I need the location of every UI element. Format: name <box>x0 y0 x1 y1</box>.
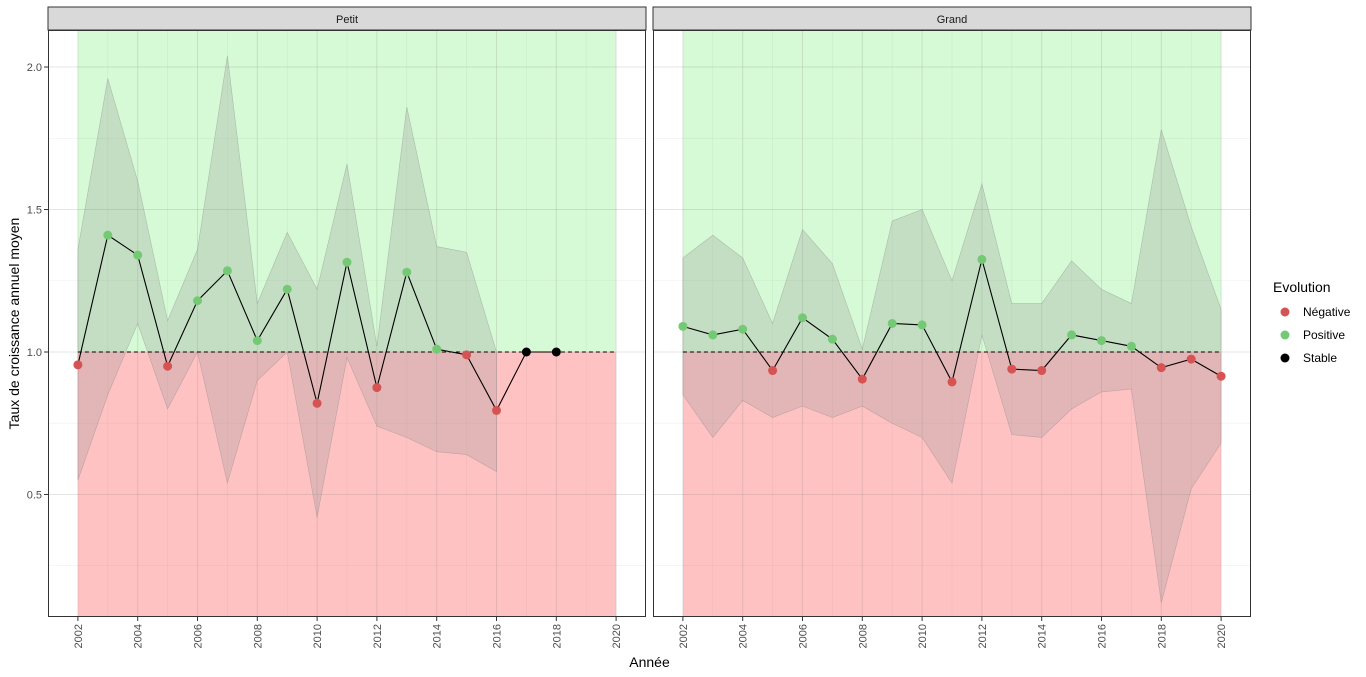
y-tick-label: 2.0 <box>27 62 42 74</box>
data-point <box>163 361 173 371</box>
legend-item: Positive <box>1280 328 1345 342</box>
x-tick-label: 2018 <box>1156 624 1168 648</box>
data-point <box>1097 336 1106 346</box>
x-tick-label: 2002 <box>73 624 85 648</box>
legend-title: Evolution <box>1273 279 1331 295</box>
data-point <box>521 347 531 357</box>
legend: Evolution Négative Positive Stable <box>1273 279 1351 365</box>
x-tick-label: 2016 <box>1097 624 1109 648</box>
data-point <box>1186 354 1196 364</box>
x-tick-label: 2006 <box>798 624 810 648</box>
data-point <box>73 360 83 370</box>
x-tick-label: 2004 <box>738 624 750 648</box>
x-tick-label: 2002 <box>678 624 690 648</box>
data-point <box>462 350 472 360</box>
data-point <box>432 344 442 354</box>
legend-label: Négative <box>1303 305 1351 319</box>
panel-petit: Petit <box>47 6 647 617</box>
data-point <box>222 266 232 276</box>
negative-zone <box>77 351 617 617</box>
plot-area <box>653 30 1251 617</box>
data-point <box>947 377 957 387</box>
data-point <box>551 347 561 357</box>
legend-label: Positive <box>1303 328 1345 342</box>
data-point <box>1126 341 1136 351</box>
data-point <box>917 320 927 330</box>
x-tick-label: 2018 <box>551 624 563 648</box>
data-point <box>312 398 322 408</box>
confidence-band <box>682 129 1222 603</box>
negative-zone <box>682 351 1222 617</box>
data-point <box>798 313 807 323</box>
positive-zone <box>77 30 617 352</box>
y-tick-label: 0.5 <box>27 489 42 501</box>
y-axis: 0.5 1.0 1.5 2.0 <box>27 62 48 501</box>
data-point <box>738 324 748 334</box>
data-point <box>887 319 897 328</box>
positive-zone <box>682 30 1222 352</box>
x-tick-label: 2020 <box>1216 624 1228 648</box>
y-tick-label: 1.5 <box>27 205 42 217</box>
x-tick-label: 2010 <box>917 624 929 648</box>
plot-area <box>48 30 646 617</box>
x-tick-label: 2012 <box>977 624 989 648</box>
x-axis-title: Année <box>629 654 670 670</box>
x-tick-label: 2014 <box>1037 624 1049 648</box>
panel-title: Petit <box>336 14 358 26</box>
x-tick-label: 2014 <box>432 624 444 648</box>
data-point <box>492 405 501 415</box>
legend-key-stable <box>1280 353 1290 363</box>
data-point <box>133 250 143 260</box>
data-point <box>1216 371 1226 381</box>
data-point <box>1007 364 1017 374</box>
data-point <box>1037 366 1047 376</box>
legend-item: Stable <box>1280 351 1337 365</box>
data-point <box>282 284 292 294</box>
x-tick-label: 2004 <box>133 624 145 648</box>
x-tick-label: 2006 <box>193 624 205 648</box>
data-point <box>1156 363 1166 373</box>
y-tick-label: 1.0 <box>27 347 42 359</box>
x-tick-label: 2010 <box>312 624 324 648</box>
data-point <box>402 267 412 277</box>
panel-border <box>48 30 646 617</box>
x-tick-label: 2008 <box>857 624 869 648</box>
data-point <box>372 383 382 393</box>
data-point <box>252 336 262 346</box>
data-point <box>1067 330 1077 340</box>
panel-border <box>653 30 1251 617</box>
data-point <box>193 296 202 306</box>
data-point <box>977 254 987 264</box>
data-point <box>678 321 688 331</box>
x-axes: 2002 2004 2006 2008 2010 2012 2014 2016 2018 2020… <box>73 617 1228 648</box>
panel-grand: Grand <box>652 6 1252 617</box>
data-point <box>342 257 352 267</box>
x-tick-label: 2016 <box>492 624 504 648</box>
x-tick-label: 2012 <box>372 624 384 648</box>
legend-label: Stable <box>1303 351 1337 365</box>
legend-key-negative <box>1280 307 1290 317</box>
data-point <box>827 334 837 344</box>
legend-item: Négative <box>1280 305 1351 319</box>
data-point <box>857 374 867 384</box>
panel-title: Grand <box>937 14 968 26</box>
data-point <box>768 366 778 376</box>
data-point <box>708 330 718 340</box>
y-axis-title: Taux de croissance annuel moyen <box>6 218 22 430</box>
data-point <box>103 230 113 240</box>
x-tick-label: 2008 <box>252 624 264 648</box>
legend-key-positive <box>1280 330 1290 340</box>
x-tick-label: 2020 <box>611 624 623 648</box>
